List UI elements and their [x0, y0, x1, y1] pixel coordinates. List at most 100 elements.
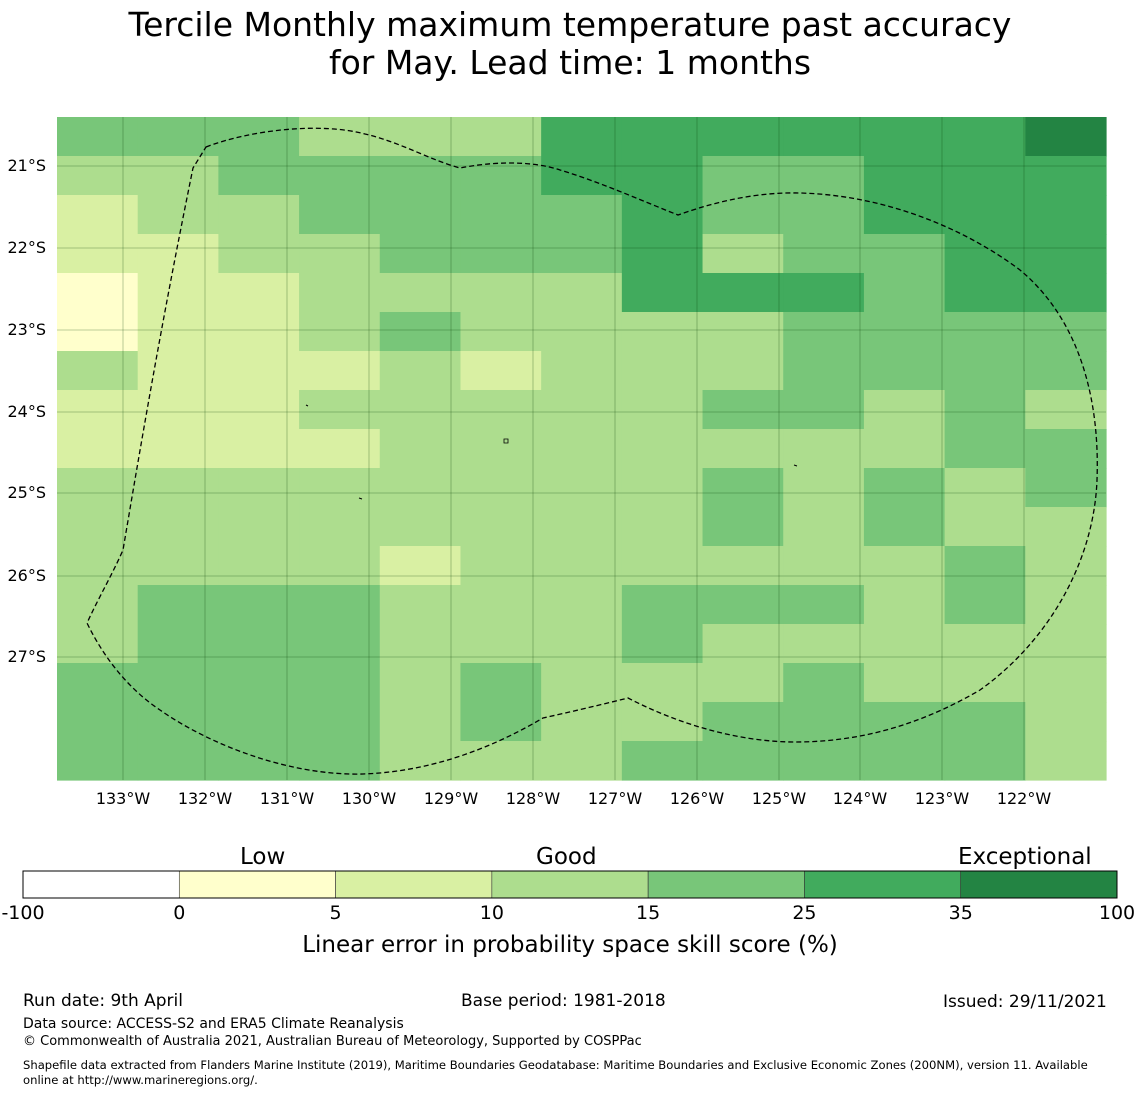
skill-cell	[863, 390, 946, 430]
skill-cell	[460, 312, 542, 352]
skill-cell	[863, 624, 946, 664]
skill-cell	[460, 507, 542, 547]
skill-cell	[379, 741, 462, 781]
skill-cell	[541, 195, 623, 235]
skill-cell	[379, 156, 462, 196]
skill-cell	[299, 234, 381, 274]
skill-cell	[299, 273, 381, 313]
skill-cell	[379, 429, 462, 469]
skill-cell	[137, 585, 219, 625]
colorbar-tick-label: 5	[329, 902, 342, 924]
skill-cell	[137, 195, 219, 235]
skill-cell	[783, 741, 865, 781]
skill-cell	[621, 390, 704, 430]
colorbar-label: Linear error in probability space skill …	[302, 932, 838, 958]
skill-cell	[218, 429, 300, 469]
skill-cell	[863, 195, 946, 235]
skill-cell	[541, 234, 623, 274]
skill-cell	[783, 273, 865, 313]
skill-cell	[57, 546, 139, 586]
skill-cell	[1025, 663, 1107, 703]
skill-cell	[783, 468, 865, 508]
skill-cell	[541, 351, 623, 391]
skill-cell	[1025, 312, 1107, 352]
skill-cell	[1025, 507, 1107, 547]
skill-cell	[218, 273, 300, 313]
skill-cell	[137, 663, 219, 703]
skill-cell	[137, 468, 219, 508]
skill-cell	[137, 117, 219, 157]
longitude-label: 126°W	[669, 789, 725, 808]
skill-cell	[460, 351, 542, 391]
island-outline	[793, 464, 798, 467]
skill-cell	[944, 156, 1026, 196]
skill-cell	[863, 741, 946, 781]
skill-cell	[783, 429, 865, 469]
skill-cell	[379, 390, 462, 430]
colorbar-segment	[178, 870, 336, 899]
skill-cell	[621, 585, 704, 625]
map-title: Tercile Monthly maximum temperature past…	[0, 6, 1140, 82]
skill-cell	[299, 429, 381, 469]
skill-cell	[299, 624, 381, 664]
skill-cell	[137, 351, 219, 391]
skill-cell	[57, 117, 139, 157]
skill-cell	[460, 468, 542, 508]
skill-cell	[299, 351, 381, 391]
skill-cell	[702, 585, 784, 625]
skill-cell	[1025, 624, 1107, 664]
skill-cell	[944, 624, 1026, 664]
skill-cell	[541, 624, 623, 664]
skill-cell	[460, 273, 542, 313]
skill-cell	[218, 663, 300, 703]
skill-cell	[783, 351, 865, 391]
skill-cell	[299, 663, 381, 703]
skill-cell	[57, 624, 139, 664]
skill-cell	[299, 312, 381, 352]
skill-cell	[218, 351, 300, 391]
skill-cell	[218, 117, 300, 157]
skill-cell	[460, 663, 542, 703]
skill-cell	[702, 351, 784, 391]
skill-cell	[702, 663, 784, 703]
longitude-label: 133°W	[95, 789, 151, 808]
colorbar	[22, 870, 1118, 899]
skill-cell	[57, 429, 139, 469]
skill-cell	[460, 741, 542, 781]
skill-cell	[944, 312, 1026, 352]
skill-cell	[783, 585, 865, 625]
skill-cell	[621, 312, 704, 352]
skill-cell	[541, 741, 623, 781]
skill-cell	[702, 468, 784, 508]
data-source: Data source: ACCESS-S2 and ERA5 Climate …	[23, 1016, 404, 1032]
longitude-label: 129°W	[423, 789, 479, 808]
skill-cell	[1025, 429, 1107, 469]
colorbar-segment	[804, 870, 962, 899]
skill-cell	[702, 702, 784, 742]
graticule	[57, 117, 1106, 780]
skill-cell	[218, 702, 300, 742]
skill-cell	[541, 429, 623, 469]
island-outlines	[305, 404, 798, 500]
skill-cell	[1025, 702, 1107, 742]
skill-cell	[57, 234, 139, 274]
skill-cell	[299, 195, 381, 235]
skill-cell	[1025, 273, 1107, 313]
skill-cell	[137, 156, 219, 196]
skill-cell	[621, 273, 704, 313]
skill-cell	[863, 468, 946, 508]
skill-cell	[57, 741, 139, 781]
skill-cell	[863, 546, 946, 586]
skill-cell	[621, 195, 704, 235]
skill-cell	[621, 741, 704, 781]
skill-cell	[863, 351, 946, 391]
skill-cell	[460, 390, 542, 430]
skill-cell	[783, 312, 865, 352]
skill-cell	[137, 390, 219, 430]
skill-cell	[299, 702, 381, 742]
longitude-label: 130°W	[341, 789, 397, 808]
skill-cell	[944, 390, 1026, 430]
skill-cell	[863, 273, 946, 313]
skill-cell	[218, 156, 300, 196]
skill-cell	[944, 195, 1026, 235]
